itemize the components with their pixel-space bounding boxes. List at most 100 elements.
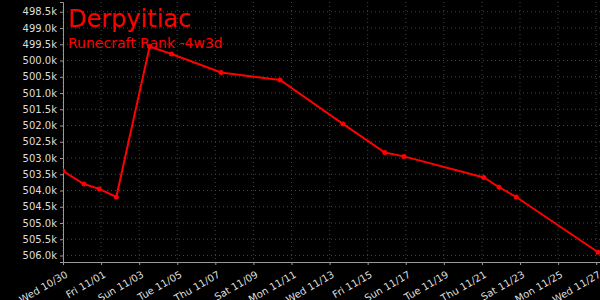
grid-line [63,109,600,110]
point [97,186,102,191]
tick-mark [60,44,63,45]
tick: 498.5k [23,6,63,17]
grid-line [329,2,330,262]
grid-line [63,206,600,207]
point [596,250,600,255]
tick: 505.0k [23,218,63,229]
point [278,78,283,83]
tick-label: 504.0k [23,185,58,196]
tick-mark [215,262,216,265]
tick-label: 506.0k [23,250,58,261]
tick-label: 502.0k [23,120,58,131]
tick-mark [177,262,178,265]
subtitle: Runecraft Rank -4w3d [68,35,223,51]
background [0,0,600,300]
grid-line [558,2,559,262]
grid-line [63,190,600,191]
grid-line [443,2,444,262]
tick-mark [253,262,254,265]
tick: 501.0k [23,88,63,99]
tick: 502.5k [23,136,63,147]
tick: 501.5k [23,104,63,115]
tick: 499.5k [23,39,63,50]
tick: Wed 10/30 [17,262,69,300]
tick-mark [63,262,64,265]
tick-mark [60,109,63,110]
tick-mark [60,126,63,127]
x-axis: Wed 10/30Fri 11/01Sun 11/03Tue 11/05Thu … [17,262,600,300]
tick: 499.0k [23,23,63,34]
grid [63,2,600,262]
tick-mark [444,262,445,265]
y-axis: 498.5k 499.0k 499.5k 500.0k 500.5k 501.0k 501.… [23,3,64,263]
tick-label: Wed 11/13 [284,269,336,300]
grid-line [63,141,600,142]
tick-mark [330,262,331,265]
tick-mark [368,262,369,265]
line [63,47,598,253]
tick-label: 500.5k [23,71,58,82]
tick-label: 499.5k [23,39,58,50]
tick: 506.0k [23,250,63,261]
point [219,70,224,75]
point [81,182,86,187]
grid-line [63,158,600,159]
tick-mark [101,262,102,265]
grid-line [63,93,600,94]
point [481,175,486,180]
tick-mark [60,61,63,62]
tick-mark [60,93,63,94]
tick: 500.0k [23,55,63,66]
plot [63,44,600,255]
grid-line [291,2,292,262]
tick-label: 503.5k [23,169,58,180]
tick-label: 504.5k [23,201,58,212]
tick-label: Wed 11/27 [550,269,600,300]
tick: 503.0k [23,153,63,164]
grid-line [367,2,368,262]
point [401,154,406,159]
tick-mark [60,28,63,29]
tick-mark [60,174,63,175]
tick-mark [60,256,63,257]
grid-line [63,255,600,256]
grid-line [63,174,600,175]
tick-label: 502.5k [23,136,58,147]
title: Derpyitiac [68,5,191,33]
point [514,195,519,200]
tick-mark [60,223,63,224]
tick-mark [60,191,63,192]
grid-line [596,2,597,262]
tick: 505.5k [23,234,63,245]
axis-line [64,263,600,266]
tick-label: 500.0k [23,55,58,66]
tick-mark [60,12,63,13]
grid-line [481,2,482,262]
tick-mark [596,262,597,265]
tick-label: 501.5k [23,104,58,115]
tick-mark [558,262,559,265]
grid-line [253,2,254,262]
tick: 504.5k [23,201,63,212]
point [340,121,345,126]
tick: Wed 11/13 [284,262,336,300]
tick-mark [139,262,140,265]
grid-line [63,60,600,61]
tick-label: 499.0k [23,23,58,34]
tick-mark [60,207,63,208]
tick: 503.5k [23,169,63,180]
tick-label: Wed 10/30 [17,269,69,300]
tick: 502.0k [23,120,63,131]
tick-mark [406,262,407,265]
point [169,52,174,57]
tick-label: 505.0k [23,218,58,229]
tick-mark [60,239,63,240]
point [382,150,387,155]
tick: 504.0k [23,185,63,196]
tick-label: 503.0k [23,153,58,164]
axis-line [60,3,64,263]
chart: 498.5k 499.0k 499.5k 500.0k 500.5k 501.0k 501.… [0,0,600,300]
grid-line [520,2,521,262]
grid-line [63,223,600,224]
tick-mark [520,262,521,265]
